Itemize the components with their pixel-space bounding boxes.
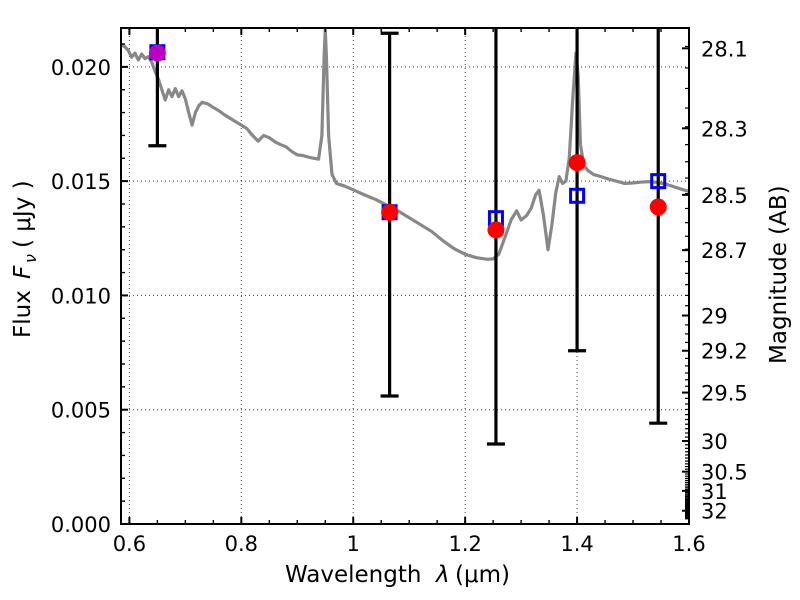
model-marker-square <box>650 173 667 190</box>
x-axis-title-word: Wavelength <box>285 562 421 588</box>
observed-marker-circle <box>568 154 586 172</box>
observed-marker-circle <box>381 203 399 221</box>
y-axis-left-title-nu: ν <box>21 254 40 263</box>
y-tick-label: 0.000 <box>51 513 111 537</box>
model-spectrum-line <box>121 28 689 261</box>
y-axis-left-title: Flux F ν ( μJy ) <box>10 180 40 338</box>
x-axis-title-lambda: λ <box>434 562 450 588</box>
y-axis-left-title-f: F <box>10 265 36 279</box>
x-tick-label: 1.4 <box>560 532 593 556</box>
observed-photometry-markers <box>148 44 667 239</box>
x-tick-label: 0.6 <box>113 532 146 556</box>
observed-marker-circle <box>649 198 667 216</box>
x-axis-title-units: (μm) <box>455 562 510 588</box>
x-tick-label: 1 <box>347 532 360 556</box>
x-tick-label: 1.2 <box>448 532 481 556</box>
y-axis-left-title-units: ( μJy ) <box>10 180 36 248</box>
observed-marker-circle <box>487 221 505 239</box>
axis-frame <box>120 27 690 525</box>
magnitude-tick-label: 29 <box>701 305 728 329</box>
magnitude-tick-label: 30.5 <box>701 461 748 485</box>
y-tick-label: 0.015 <box>51 170 111 194</box>
magnitude-tick-label: 30 <box>701 430 728 454</box>
x-axis-title: Wavelength λ (μm) <box>285 562 510 588</box>
magnitude-tick-label: 29.2 <box>701 340 748 364</box>
y-axis-left-title-word: Flux <box>10 290 36 338</box>
y-axis-left-ticks: 0.000 0.005 0.010 0.015 0.020 <box>51 43 128 537</box>
y-axis-right-title-text: Magnitude (AB) <box>766 185 792 364</box>
x-axis-ticks: 0.6 0.8 1 1.2 1.4 1.6 <box>113 28 706 556</box>
x-tick-label: 0.8 <box>225 532 258 556</box>
magnitude-tick-label: 28.3 <box>701 117 748 141</box>
grid-horizontal <box>121 66 689 411</box>
y-tick-label: 0.010 <box>51 284 111 308</box>
magnitude-tick-label: 28.5 <box>701 184 748 208</box>
magnitude-tick-label: 29.5 <box>701 382 748 406</box>
magnitude-tick-label: 28.7 <box>701 239 748 263</box>
y-tick-label: 0.005 <box>51 399 111 423</box>
x-tick-label: 1.6 <box>672 532 705 556</box>
y-axis-right-title: Magnitude (AB) <box>766 185 792 364</box>
magnitude-tick-label: 31 <box>701 480 728 504</box>
observed-marker-circle <box>148 44 166 62</box>
y-tick-label: 0.020 <box>51 56 111 80</box>
model-marker-square <box>569 187 586 204</box>
magnitude-tick-label: 32 <box>701 500 728 524</box>
magnitude-tick-label: 28.1 <box>701 37 748 61</box>
